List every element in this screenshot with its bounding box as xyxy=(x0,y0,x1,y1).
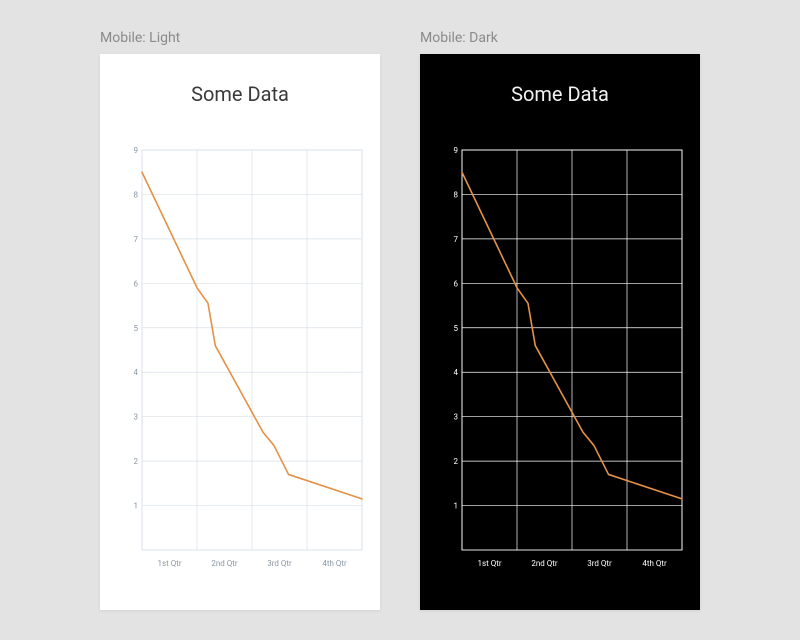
panel-light: Mobile: Light Some Data 1 2 3 4 5 6 7 8 9 1st Qtr… xyxy=(100,30,380,610)
ytick-label: 8 xyxy=(134,190,139,199)
ytick-label: 5 xyxy=(134,324,139,333)
ytick-label: 7 xyxy=(134,235,139,244)
ytick-label: 6 xyxy=(134,279,139,288)
ytick-label: 1 xyxy=(134,502,139,511)
ytick-label: 9 xyxy=(454,146,459,155)
chart-title-dark: Some Data xyxy=(420,54,700,146)
chart-title-light: Some Data xyxy=(100,54,380,146)
xtick-label: 1st Qtr xyxy=(157,559,181,568)
ytick-label: 3 xyxy=(134,413,139,422)
panel-label-dark: Mobile: Dark xyxy=(420,30,700,46)
panel-label-light: Mobile: Light xyxy=(100,30,380,46)
xtick-label: 4th Qtr xyxy=(322,559,347,568)
xtick-label: 1st Qtr xyxy=(477,559,501,568)
panel-dark-body: Some Data 1 2 3 4 5 6 7 8 9 1st Qtr 2nd Qtr 3rd Qtr… xyxy=(420,54,700,610)
ytick-label: 3 xyxy=(454,413,459,422)
ytick-label: 2 xyxy=(134,457,139,466)
ytick-label: 5 xyxy=(454,324,459,333)
xtick-label: 3rd Qtr xyxy=(267,559,292,568)
xtick-label: 3rd Qtr xyxy=(587,559,612,568)
panel-light-body: Some Data 1 2 3 4 5 6 7 8 9 1st Qtr 2nd Qtr 3rd Qtr… xyxy=(100,54,380,610)
ytick-label: 1 xyxy=(454,502,459,511)
ytick-label: 4 xyxy=(454,368,459,377)
ytick-label: 7 xyxy=(454,235,459,244)
line-chart-light: 1 2 3 4 5 6 7 8 9 1st Qtr 2nd Qtr 3rd Qtr 4th Qtr xyxy=(128,146,368,574)
xtick-label: 2nd Qtr xyxy=(531,559,558,568)
line-chart-dark: 1 2 3 4 5 6 7 8 9 1st Qtr 2nd Qtr 3rd Qtr 4th Qtr xyxy=(448,146,688,574)
ytick-label: 9 xyxy=(134,146,139,155)
chart-zone-light: 1 2 3 4 5 6 7 8 9 1st Qtr 2nd Qtr 3rd Qtr 4th Qtr xyxy=(100,146,380,610)
chart-zone-dark: 1 2 3 4 5 6 7 8 9 1st Qtr 2nd Qtr 3rd Qtr 4th Qtr xyxy=(420,146,700,610)
ytick-label: 4 xyxy=(134,368,139,377)
xtick-label: 2nd Qtr xyxy=(211,559,238,568)
ytick-label: 2 xyxy=(454,457,459,466)
panel-dark: Mobile: Dark Some Data 1 2 3 4 5 6 7 8 9 1st Qtr 2… xyxy=(420,30,700,610)
ytick-label: 6 xyxy=(454,279,459,288)
ytick-label: 8 xyxy=(454,190,459,199)
xtick-label: 4th Qtr xyxy=(642,559,667,568)
